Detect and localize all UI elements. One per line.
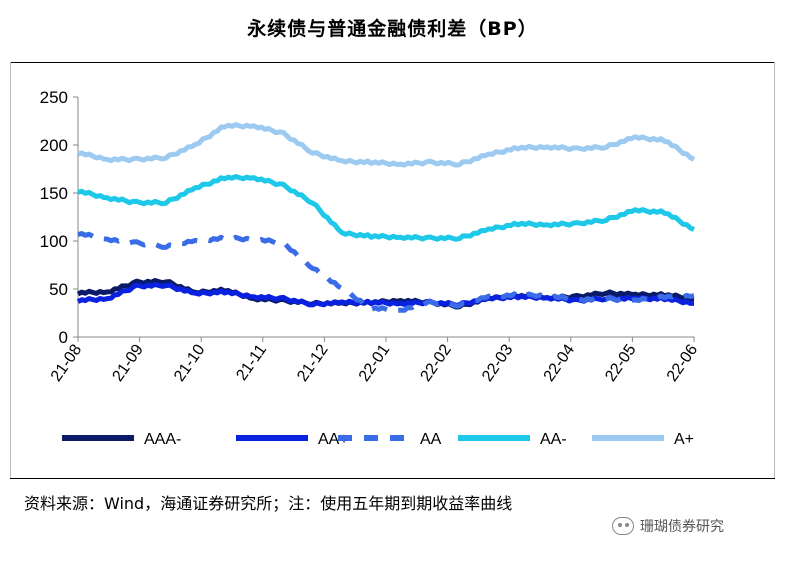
x-tick-label: 22-05 (602, 341, 639, 384)
x-tick-label: 22-01 (356, 341, 393, 384)
x-tick-label: 21-11 (233, 341, 270, 383)
chart-frame (10, 62, 775, 478)
x-tick-label: 22-02 (417, 341, 454, 384)
chart-title: 永续债与普通金融债利差（BP） (247, 18, 538, 40)
watermark-text: 珊瑚债券研究 (640, 519, 724, 535)
series-layer (76, 122, 696, 314)
x-tick-label: 21-10 (171, 341, 208, 384)
wechat-icon (612, 517, 634, 535)
x-tick-label: 21-08 (48, 341, 85, 384)
legend-label: AA- (540, 431, 567, 448)
y-tick-label: 250 (40, 88, 68, 107)
x-tick-label: 21-09 (109, 341, 146, 384)
legend-label: AAA- (144, 431, 181, 448)
top-rule (10, 62, 775, 63)
legend: AAA- AA+ AA AA- A+ (62, 431, 694, 448)
series-line-aa (77, 231, 695, 314)
x-tick-label: 22-06 (664, 341, 701, 384)
series-line-aa- (77, 174, 695, 242)
watermark: 珊瑚债券研究 (612, 516, 724, 536)
x-tick-label: 21-12 (294, 341, 331, 384)
series-line-a- (77, 122, 696, 168)
y-tick-label: 0 (59, 328, 68, 347)
legend-label: AA (420, 431, 442, 448)
x-tick-label: 22-04 (541, 341, 578, 384)
bottom-rule (10, 478, 775, 479)
line-chart: 0 50 100 150 200 250 21-08 21-09 21-10 21-11 21-12… (40, 88, 702, 448)
y-tick-label: 100 (40, 232, 68, 251)
y-tick-label: 200 (40, 136, 68, 155)
y-tick-label: 150 (40, 184, 68, 203)
legend-label: A+ (674, 431, 694, 448)
source-note: 资料来源：Wind，海通证券研究所；注：使用五年期到期收益率曲线 (24, 494, 513, 513)
x-tick-label: 22-03 (479, 341, 516, 384)
y-tick-label: 50 (49, 280, 68, 299)
